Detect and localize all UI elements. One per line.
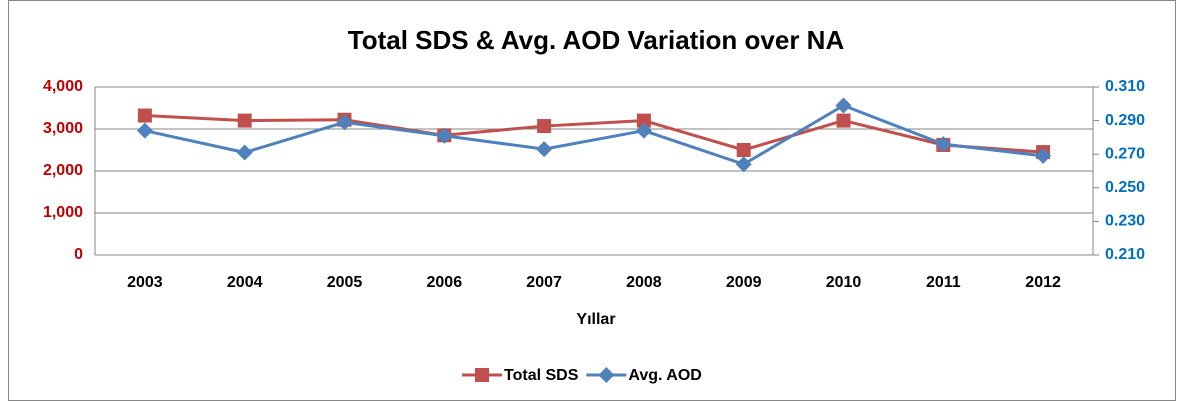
y2-tick-label: 0.250	[1105, 179, 1145, 196]
marker	[736, 143, 751, 157]
x-tick-label: 2009	[726, 274, 762, 291]
marker	[536, 141, 553, 158]
y2-tick-label: 0.230	[1105, 213, 1145, 230]
x-tick-label: 2003	[127, 274, 163, 291]
y-tick-label: 4,000	[43, 78, 83, 95]
marker	[636, 113, 651, 128]
chart-frame	[8, 0, 1176, 401]
marker	[735, 156, 752, 173]
x-tick-label: 2010	[826, 274, 862, 291]
legend-label: Avg. AOD	[628, 367, 701, 384]
y2-tick-label: 0.290	[1105, 112, 1145, 129]
series-line	[144, 114, 1044, 154]
y-tick-label: 2,000	[43, 162, 83, 179]
marker	[835, 97, 852, 114]
y-tick-label: 1,000	[43, 204, 83, 221]
chart-title: Total SDS & Avg. AOD Variation over NA	[348, 25, 845, 55]
x-tick-label: 2008	[626, 274, 662, 291]
y2-tick-label: 0.270	[1105, 145, 1145, 162]
y2-tick-label: 0.210	[1105, 246, 1145, 263]
marker	[537, 119, 552, 134]
legend-label: Total SDS	[504, 367, 579, 384]
marker	[236, 144, 253, 161]
marker	[136, 122, 153, 139]
marker	[137, 108, 152, 123]
x-tick-label: 2004	[227, 274, 263, 291]
series-line	[144, 103, 1044, 166]
y-tick-label: 3,000	[43, 120, 83, 137]
marker	[475, 368, 489, 382]
marker	[1035, 147, 1052, 164]
marker	[635, 122, 652, 139]
x-tick-label: 2006	[427, 274, 463, 291]
y2-tick-label: 0.310	[1105, 78, 1145, 95]
y-tick-label: 0	[74, 246, 83, 263]
marker	[836, 113, 851, 128]
x-tick-label: 2007	[526, 274, 562, 291]
x-tick-label: 2011	[926, 274, 961, 291]
marker	[935, 136, 952, 153]
marker	[237, 113, 252, 128]
x-tick-label: 2012	[1025, 274, 1061, 291]
marker	[336, 114, 353, 131]
marker	[598, 367, 615, 383]
marker	[436, 127, 453, 144]
x-tick-label: 2005	[327, 274, 363, 291]
x-axis-title: Yıllar	[576, 311, 615, 328]
